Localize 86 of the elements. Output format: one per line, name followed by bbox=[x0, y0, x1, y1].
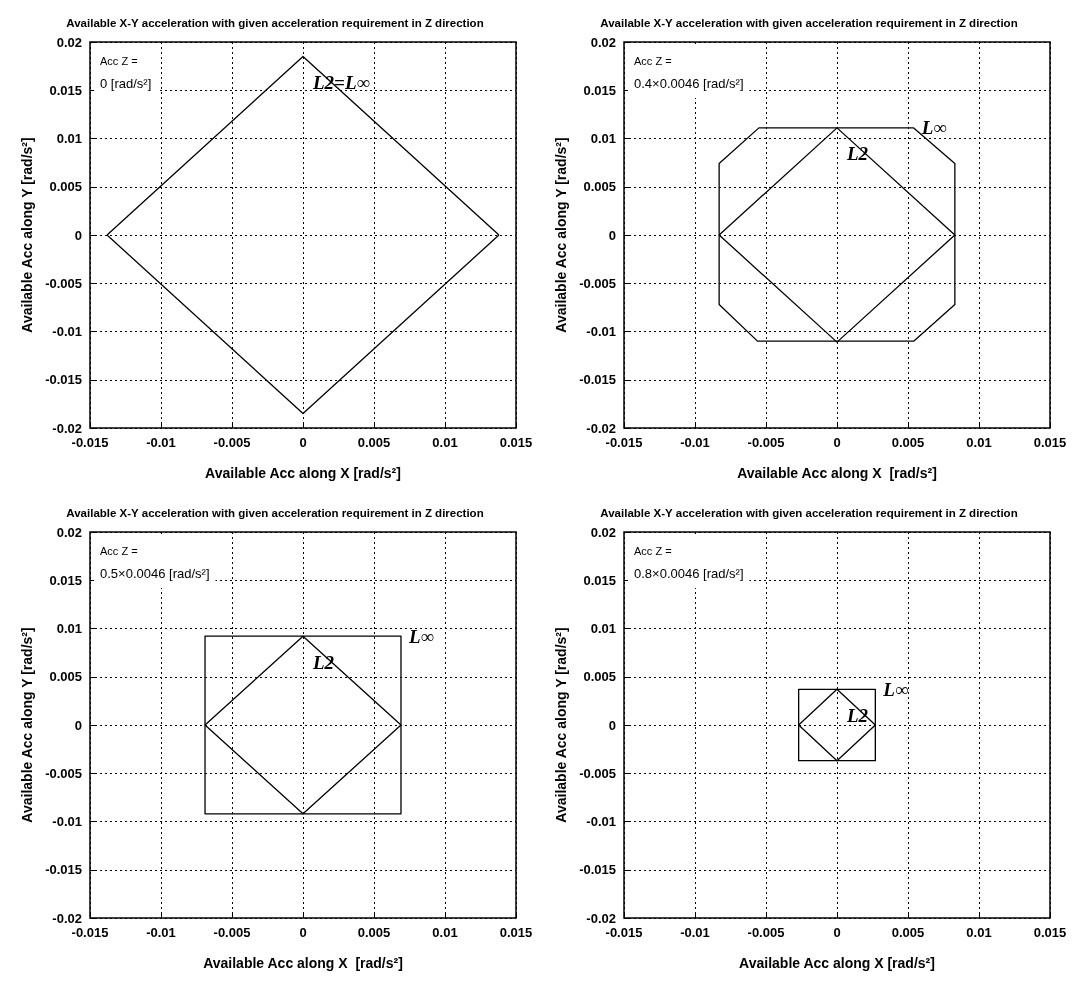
chart-title: Available X-Y acceleration with given acceleration requirement in Z direction bbox=[66, 507, 484, 519]
y-axis-title: Available Acc along Y [rad/s²] bbox=[553, 137, 569, 333]
y-tick-label: 0.005 bbox=[583, 669, 616, 685]
y-tick-label: -0.02 bbox=[586, 910, 616, 926]
x-tick-label: 0.005 bbox=[891, 925, 925, 940]
x-tick-label: 0.005 bbox=[891, 435, 925, 450]
x-tick-label: 0.015 bbox=[1033, 925, 1067, 940]
x-tick-label: -0.005 bbox=[213, 435, 251, 450]
y-tick-label: -0.02 bbox=[52, 420, 82, 436]
x-tick-label: 0.005 bbox=[357, 435, 391, 450]
y-tick-label: 0 bbox=[74, 227, 82, 243]
x-tick-label: 0.015 bbox=[499, 435, 533, 450]
chart-title: Available X-Y acceleration with given acceleration requirement in Z direction bbox=[600, 507, 1018, 519]
y-tick-label: -0.015 bbox=[45, 372, 82, 388]
y-tick-label: 0.02 bbox=[56, 524, 82, 540]
annotation: 0.8×0.0046 [rad/s²] bbox=[634, 565, 744, 581]
x-tick-label: -0.005 bbox=[213, 925, 251, 940]
y-tick-label: 0 bbox=[608, 717, 616, 733]
y-tick-label: 0.01 bbox=[56, 621, 82, 636]
x-axis-title: Available Acc along X [rad/s²] bbox=[739, 955, 935, 971]
series-label: L∞ bbox=[407, 625, 435, 647]
x-tick-label: 0.01 bbox=[966, 435, 992, 450]
y-tick-label: -0.005 bbox=[45, 765, 82, 781]
x-tick-label: -0.01 bbox=[680, 925, 710, 940]
annotation: 0.4×0.0046 [rad/s²] bbox=[634, 75, 744, 91]
y-tick-label: 0.015 bbox=[49, 82, 82, 98]
annotation: Acc Z = bbox=[634, 545, 672, 557]
y-tick-label: -0.015 bbox=[45, 862, 82, 878]
y-tick-label: -0.015 bbox=[579, 862, 616, 878]
y-tick-label: -0.01 bbox=[586, 814, 616, 829]
y-tick-label: -0.005 bbox=[579, 765, 616, 781]
y-tick-label: 0.02 bbox=[590, 524, 616, 540]
annotation: 0.5×0.0046 [rad/s²] bbox=[100, 565, 210, 581]
annotation: Acc Z = bbox=[100, 545, 138, 557]
annotation: Acc Z = bbox=[100, 55, 138, 67]
x-tick-label: 0.01 bbox=[432, 925, 458, 940]
series-label: L2 bbox=[312, 651, 335, 673]
x-tick-label: -0.01 bbox=[146, 925, 176, 940]
y-tick-label: 0 bbox=[608, 227, 616, 243]
x-tick-label: -0.01 bbox=[146, 435, 176, 450]
y-tick-label: -0.005 bbox=[45, 275, 82, 291]
y-tick-label: -0.005 bbox=[579, 275, 616, 291]
chart-title: Available X-Y acceleration with given acceleration requirement in Z direction bbox=[66, 17, 484, 29]
annotation: 0 [rad/s²] bbox=[100, 75, 152, 91]
x-axis-title: Available Acc along X [rad/s²] bbox=[737, 465, 937, 481]
y-tick-label: 0.005 bbox=[583, 179, 616, 195]
y-axis-title: Available Acc along Y [rad/s²] bbox=[19, 137, 35, 333]
series-label: L∞ bbox=[920, 117, 947, 139]
x-tick-label: -0.005 bbox=[747, 435, 785, 450]
x-tick-label: 0 bbox=[299, 435, 307, 450]
series-label: L∞ bbox=[882, 678, 909, 700]
x-tick-label: -0.01 bbox=[680, 435, 710, 450]
y-tick-label: 0.005 bbox=[49, 179, 82, 195]
y-tick-label: -0.015 bbox=[579, 372, 616, 388]
y-tick-label: -0.02 bbox=[586, 420, 616, 436]
x-axis-title: Available Acc along X [rad/s²] bbox=[203, 955, 403, 971]
x-tick-label: 0.01 bbox=[432, 435, 458, 450]
x-tick-label: 0 bbox=[299, 925, 307, 940]
y-axis-title: Available Acc along Y [rad/s²] bbox=[19, 627, 35, 823]
y-tick-label: -0.02 bbox=[52, 910, 82, 926]
y-tick-label: 0.02 bbox=[590, 34, 616, 50]
y-tick-label: 0.015 bbox=[49, 572, 82, 588]
y-tick-label: -0.01 bbox=[52, 324, 82, 339]
y-tick-label: 0.01 bbox=[56, 131, 82, 146]
x-tick-label: 0 bbox=[833, 925, 841, 940]
y-tick-label: 0 bbox=[74, 717, 82, 733]
y-axis-title: Available Acc along Y [rad/s²] bbox=[553, 627, 569, 823]
x-tick-label: 0 bbox=[833, 435, 841, 450]
y-tick-label: 0.01 bbox=[590, 621, 616, 636]
series-label: L2 bbox=[846, 143, 869, 165]
y-tick-label: -0.01 bbox=[586, 324, 616, 339]
x-tick-label: 0.005 bbox=[357, 925, 391, 940]
x-tick-label: 0.015 bbox=[1033, 435, 1067, 450]
chart-title: Available X-Y acceleration with given acceleration requirement in Z direction bbox=[600, 17, 1018, 29]
y-tick-label: 0.01 bbox=[590, 131, 616, 146]
y-tick-label: 0.005 bbox=[49, 669, 82, 685]
x-axis-title: Available Acc along X [rad/s²] bbox=[205, 465, 401, 481]
x-tick-label: -0.005 bbox=[747, 925, 785, 940]
x-tick-label: 0.015 bbox=[499, 925, 533, 940]
annotation: Acc Z = bbox=[634, 55, 672, 67]
y-tick-label: -0.01 bbox=[52, 814, 82, 829]
y-tick-label: 0.02 bbox=[56, 34, 82, 50]
y-tick-label: 0.015 bbox=[583, 82, 616, 98]
y-tick-label: 0.015 bbox=[583, 572, 616, 588]
x-tick-label: 0.01 bbox=[966, 925, 992, 940]
series-label: L2 bbox=[846, 704, 869, 726]
